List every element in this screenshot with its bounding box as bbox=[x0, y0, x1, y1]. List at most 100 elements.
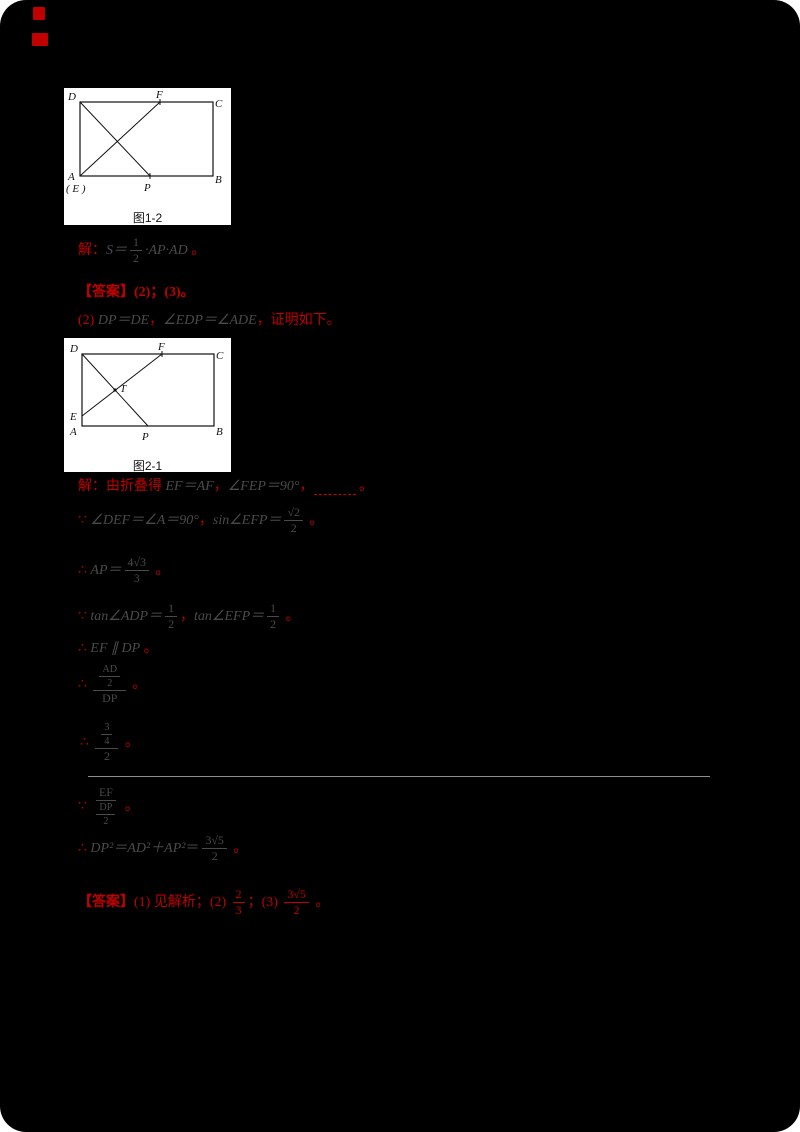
text-segment: sin∠EFP＝ bbox=[212, 512, 282, 528]
solution-text-line: ∵ tan∠ADP＝ 1 2， tan∠EFP＝ 1 2 。 bbox=[78, 601, 300, 631]
label-A: A bbox=[69, 426, 77, 438]
rectangle-ABCD bbox=[79, 101, 214, 177]
solution-text-line: ∴ AP＝ 4√3 3 。 bbox=[78, 555, 170, 585]
red-mark-icon bbox=[32, 33, 48, 46]
text-segment: (2)；(3)。 bbox=[134, 285, 195, 300]
text-segment: (1) 见解析；(2) bbox=[134, 894, 230, 910]
text-segment: ∠DEF＝∠A＝90° bbox=[90, 512, 199, 528]
text-segment: 解：由折叠得 bbox=[78, 479, 166, 494]
text-segment: ∠EDP＝∠ADE bbox=[163, 313, 257, 328]
solution-text-line: 【答案】 (1) 见解析；(2) 2 3 ；(3) 3√5 2 。 bbox=[78, 887, 330, 917]
text-segment: ∴ bbox=[78, 676, 91, 692]
solution-text-line: ∴ EF ∥ DP 。 bbox=[78, 640, 158, 658]
blank-underline bbox=[313, 480, 356, 495]
text-segment: EF＝AF bbox=[165, 479, 214, 494]
text-segment: 解： bbox=[78, 242, 106, 258]
text-segment: AP＝ bbox=[90, 562, 122, 578]
text-segment: 。 bbox=[355, 479, 374, 494]
text-segment: ∵ bbox=[78, 608, 91, 624]
text-segment: DP²＝AD²＋AP² bbox=[90, 840, 186, 856]
red-mark-icon bbox=[33, 7, 45, 20]
fraction: AD 2 bbox=[99, 664, 121, 689]
text-segment: ·AP·AD bbox=[144, 242, 188, 258]
label-D: D bbox=[67, 91, 76, 103]
solution-text-line: 解：由折叠得 EF＝AF， ∠FEP＝90°， 。 bbox=[78, 478, 373, 496]
text-segment: ∴ bbox=[78, 562, 91, 578]
text-segment: ∠FEP＝90° bbox=[227, 479, 300, 494]
figure-1-2-caption: 图1-2 bbox=[132, 211, 163, 225]
label-C: C bbox=[215, 98, 223, 110]
solution-text-line: ∵ ∠DEF＝∠A＝90°， sin∠EFP＝ √2 2 。 bbox=[78, 505, 324, 535]
label-P: P bbox=[143, 182, 151, 194]
solution-text-line: ∴ DP²＝AD²＋AP² ＝ 3√5 2 。 bbox=[78, 833, 248, 863]
solution-text-line: ∵ EF DP 2 。 bbox=[78, 785, 139, 827]
text-segment: ， bbox=[180, 608, 195, 624]
text-segment: ， bbox=[299, 479, 314, 494]
text-segment: S＝ bbox=[106, 242, 127, 258]
segment-EF bbox=[81, 353, 163, 417]
label-P: P bbox=[141, 431, 149, 443]
fraction: DP 2 bbox=[96, 802, 116, 827]
fraction: AD 2 DP bbox=[93, 664, 127, 705]
solution-text-line: 解： S＝ 1 2 ·AP·AD 。 bbox=[78, 235, 206, 265]
text-segment: 。 bbox=[121, 734, 139, 750]
label-C: C bbox=[216, 350, 224, 362]
text-segment: ∴ bbox=[78, 641, 91, 656]
fraction: 3√5 2 bbox=[284, 887, 309, 917]
text-segment: ， bbox=[198, 512, 213, 528]
label-B: B bbox=[216, 426, 223, 438]
text-segment: ∵ bbox=[78, 798, 91, 814]
solution-text-line: ∴ AD 2 DP 。 bbox=[78, 664, 147, 705]
figure-1-2: D F C A ( E ) P B 图1-2 bbox=[64, 88, 231, 225]
text-segment: tan∠EFP＝ bbox=[194, 608, 265, 624]
text-segment: 。 bbox=[305, 512, 324, 528]
text-segment: 。 bbox=[187, 242, 206, 258]
label-E: E bbox=[69, 411, 77, 423]
text-segment: ，证明如下。 bbox=[256, 313, 341, 328]
text-segment: ， bbox=[149, 313, 164, 328]
text-segment: 。 bbox=[129, 676, 147, 692]
label-B: B bbox=[215, 174, 222, 186]
fraction: 3√5 2 bbox=[202, 833, 227, 863]
text-segment: 。 bbox=[121, 798, 139, 814]
text-segment: 。 bbox=[151, 562, 170, 578]
text-segment: tan∠ADP＝ bbox=[90, 608, 163, 624]
text-segment: 。 bbox=[311, 894, 330, 910]
segment-DP bbox=[79, 101, 151, 177]
text-segment: ＝ bbox=[185, 840, 200, 856]
segment-AF bbox=[79, 101, 161, 177]
figure-2-1-caption: 图2-1 bbox=[132, 459, 163, 473]
label-A: A bbox=[67, 171, 75, 183]
solution-text-line: (2) DP＝DE， ∠EDP＝∠ADE ，证明如下。 bbox=[78, 312, 341, 330]
label-E: ( E ) bbox=[66, 183, 86, 195]
label-T: T bbox=[120, 383, 127, 395]
text-segment: ∴ bbox=[80, 734, 93, 750]
text-segment: 【答案】 bbox=[78, 285, 134, 300]
solution-text-line: 【答案】 (2)；(3)。 bbox=[78, 284, 195, 302]
text-segment: 。 bbox=[140, 641, 158, 656]
label-F: F bbox=[157, 341, 165, 353]
figure-1-2-drawing: D F C A ( E ) P B bbox=[66, 89, 223, 195]
figure-2-1-drawing: D F C T E A P B bbox=[69, 341, 224, 443]
text-segment: 。 bbox=[229, 840, 248, 856]
point-T bbox=[113, 388, 117, 392]
text-segment: 。 bbox=[282, 608, 300, 624]
text-segment: ；(3) bbox=[247, 894, 282, 910]
fraction: EF DP 2 bbox=[93, 785, 118, 827]
text-segment: ∴ bbox=[78, 840, 91, 856]
fraction: 4√3 3 bbox=[124, 555, 149, 585]
figure-2-1: D F C T E A P B 图2-1 bbox=[64, 338, 231, 473]
label-D: D bbox=[69, 343, 78, 355]
text-segment: EF ∥ DP bbox=[90, 641, 141, 656]
text-segment: (2) bbox=[78, 313, 98, 328]
text-segment: 【答案】 bbox=[78, 894, 134, 910]
label-F: F bbox=[155, 89, 163, 101]
